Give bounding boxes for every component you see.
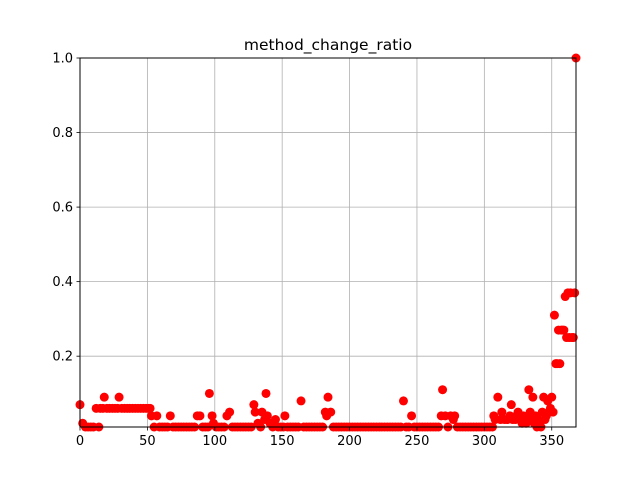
grid [79, 57, 576, 427]
data-point [165, 411, 175, 421]
data-point [249, 400, 259, 410]
data-point [497, 407, 507, 417]
data-point [270, 415, 280, 425]
data-point [326, 407, 336, 417]
y-tick-label: 0.6 [52, 201, 73, 216]
data-point [506, 400, 516, 410]
data-point [570, 288, 580, 298]
x-axis-ticks: 0 50 100 150 200 250 300 350 [76, 427, 564, 449]
data-point [280, 411, 290, 421]
y-tick-label: 0.4 [52, 275, 73, 290]
data-point [450, 411, 460, 421]
plot-frame [79, 57, 577, 428]
data-point [152, 411, 162, 421]
x-tick-label: 300 [472, 434, 497, 449]
data-point [323, 392, 333, 402]
x-tick-label: 350 [539, 434, 564, 449]
data-point [438, 385, 448, 395]
data-point [559, 325, 569, 335]
x-tick-label: 200 [337, 434, 362, 449]
axes [79, 57, 577, 428]
data-point [407, 411, 417, 421]
data-point [250, 407, 260, 417]
data-point [207, 411, 217, 421]
x-tick-label: 100 [202, 434, 227, 449]
x-tick-label: 50 [139, 434, 156, 449]
y-tick-label: 0.2 [52, 350, 73, 365]
chart-title: method_change_ratio [244, 36, 412, 55]
data-point [261, 388, 271, 398]
data-point [549, 310, 559, 320]
data-point [524, 385, 534, 395]
data-point [114, 392, 124, 402]
data-point [555, 359, 565, 369]
x-tick-label: 250 [405, 434, 430, 449]
data-point [145, 403, 155, 413]
data-point [398, 396, 408, 406]
data-point [195, 411, 205, 421]
x-tick-label: 0 [76, 434, 84, 449]
data-point [262, 411, 272, 421]
data-point [99, 392, 109, 402]
data-point [547, 392, 557, 402]
x-tick-label: 150 [270, 434, 295, 449]
data-point [204, 388, 214, 398]
data-point [296, 396, 306, 406]
data-point [548, 407, 558, 417]
y-tick-label: 0.8 [52, 126, 73, 141]
y-axis-ticks: 0.2 0.4 0.6 0.8 1.0 [52, 52, 80, 365]
data-point [225, 407, 235, 417]
data-point [528, 392, 538, 402]
y-tick-label: 1.0 [52, 52, 73, 67]
data-point [493, 392, 503, 402]
